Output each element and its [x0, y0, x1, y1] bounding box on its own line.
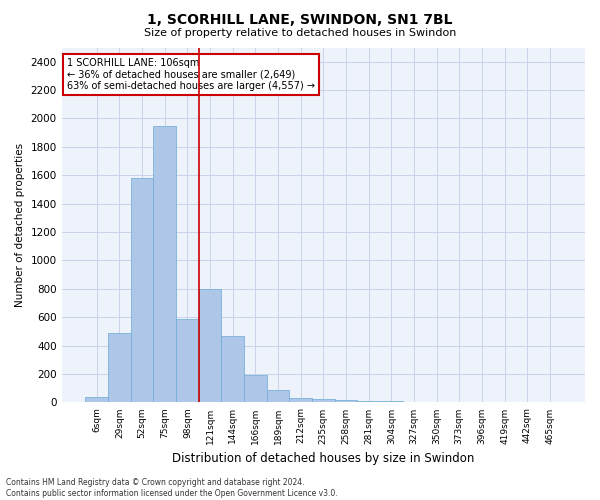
Bar	[358, 401, 380, 402]
Bar	[266, 390, 289, 402]
Y-axis label: Number of detached properties: Number of detached properties	[15, 143, 25, 307]
Bar	[154, 126, 176, 402]
Text: 1, SCORHILL LANE, SWINDON, SN1 7BL: 1, SCORHILL LANE, SWINDON, SN1 7BL	[147, 12, 453, 26]
Bar	[289, 398, 312, 402]
Bar	[85, 397, 108, 402]
Bar	[221, 336, 244, 402]
Bar	[312, 399, 335, 402]
Bar	[131, 178, 154, 402]
Text: 1 SCORHILL LANE: 106sqm
← 36% of detached houses are smaller (2,649)
63% of semi: 1 SCORHILL LANE: 106sqm ← 36% of detache…	[67, 58, 315, 92]
Bar	[380, 401, 403, 402]
Bar	[108, 333, 131, 402]
Text: Size of property relative to detached houses in Swindon: Size of property relative to detached ho…	[144, 28, 456, 38]
Bar	[199, 289, 221, 403]
Bar	[244, 374, 266, 402]
X-axis label: Distribution of detached houses by size in Swindon: Distribution of detached houses by size …	[172, 452, 475, 465]
Bar	[176, 318, 199, 402]
Text: Contains HM Land Registry data © Crown copyright and database right 2024.
Contai: Contains HM Land Registry data © Crown c…	[6, 478, 338, 498]
Bar	[335, 400, 358, 402]
